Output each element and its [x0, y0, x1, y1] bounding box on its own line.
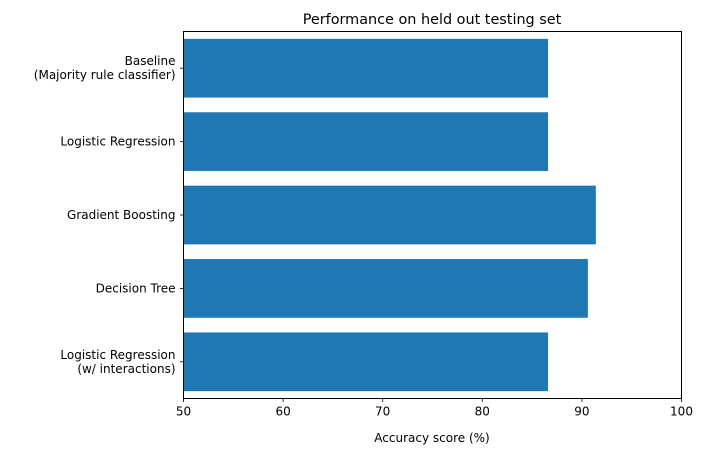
x-tick-label: 60	[275, 405, 290, 419]
x-axis-label: Accuracy score (%)	[374, 431, 489, 445]
bar	[183, 332, 549, 392]
bars-group	[183, 38, 596, 392]
y-tick-label: Logistic Regression	[60, 135, 175, 149]
x-tick-label: 70	[375, 405, 390, 419]
plot-frame	[183, 31, 682, 399]
bar	[183, 38, 549, 98]
x-tick-label: 80	[475, 405, 490, 419]
y-tick-label: Baseline	[125, 54, 176, 68]
y-tick-label: Decision Tree	[96, 281, 176, 295]
y-axis-ticks: Baseline(Majority rule classifier) Logist…	[34, 54, 184, 376]
x-axis-ticks: 50 60 70 80 90 100	[176, 398, 693, 419]
x-tick-label: 50	[176, 405, 191, 419]
y-tick-label: (Majority rule classifier)	[34, 68, 176, 82]
y-tick-label: (w/ interactions)	[77, 362, 175, 376]
y-tick-label: Gradient Boosting	[67, 208, 175, 222]
bar	[183, 259, 588, 318]
bar	[183, 112, 549, 171]
x-tick-label: 100	[670, 405, 693, 419]
bar	[183, 185, 596, 245]
y-tick-label: Logistic Regression	[60, 348, 175, 362]
chart-title: Performance on held out testing set	[303, 12, 562, 28]
x-tick-label: 90	[574, 405, 589, 419]
